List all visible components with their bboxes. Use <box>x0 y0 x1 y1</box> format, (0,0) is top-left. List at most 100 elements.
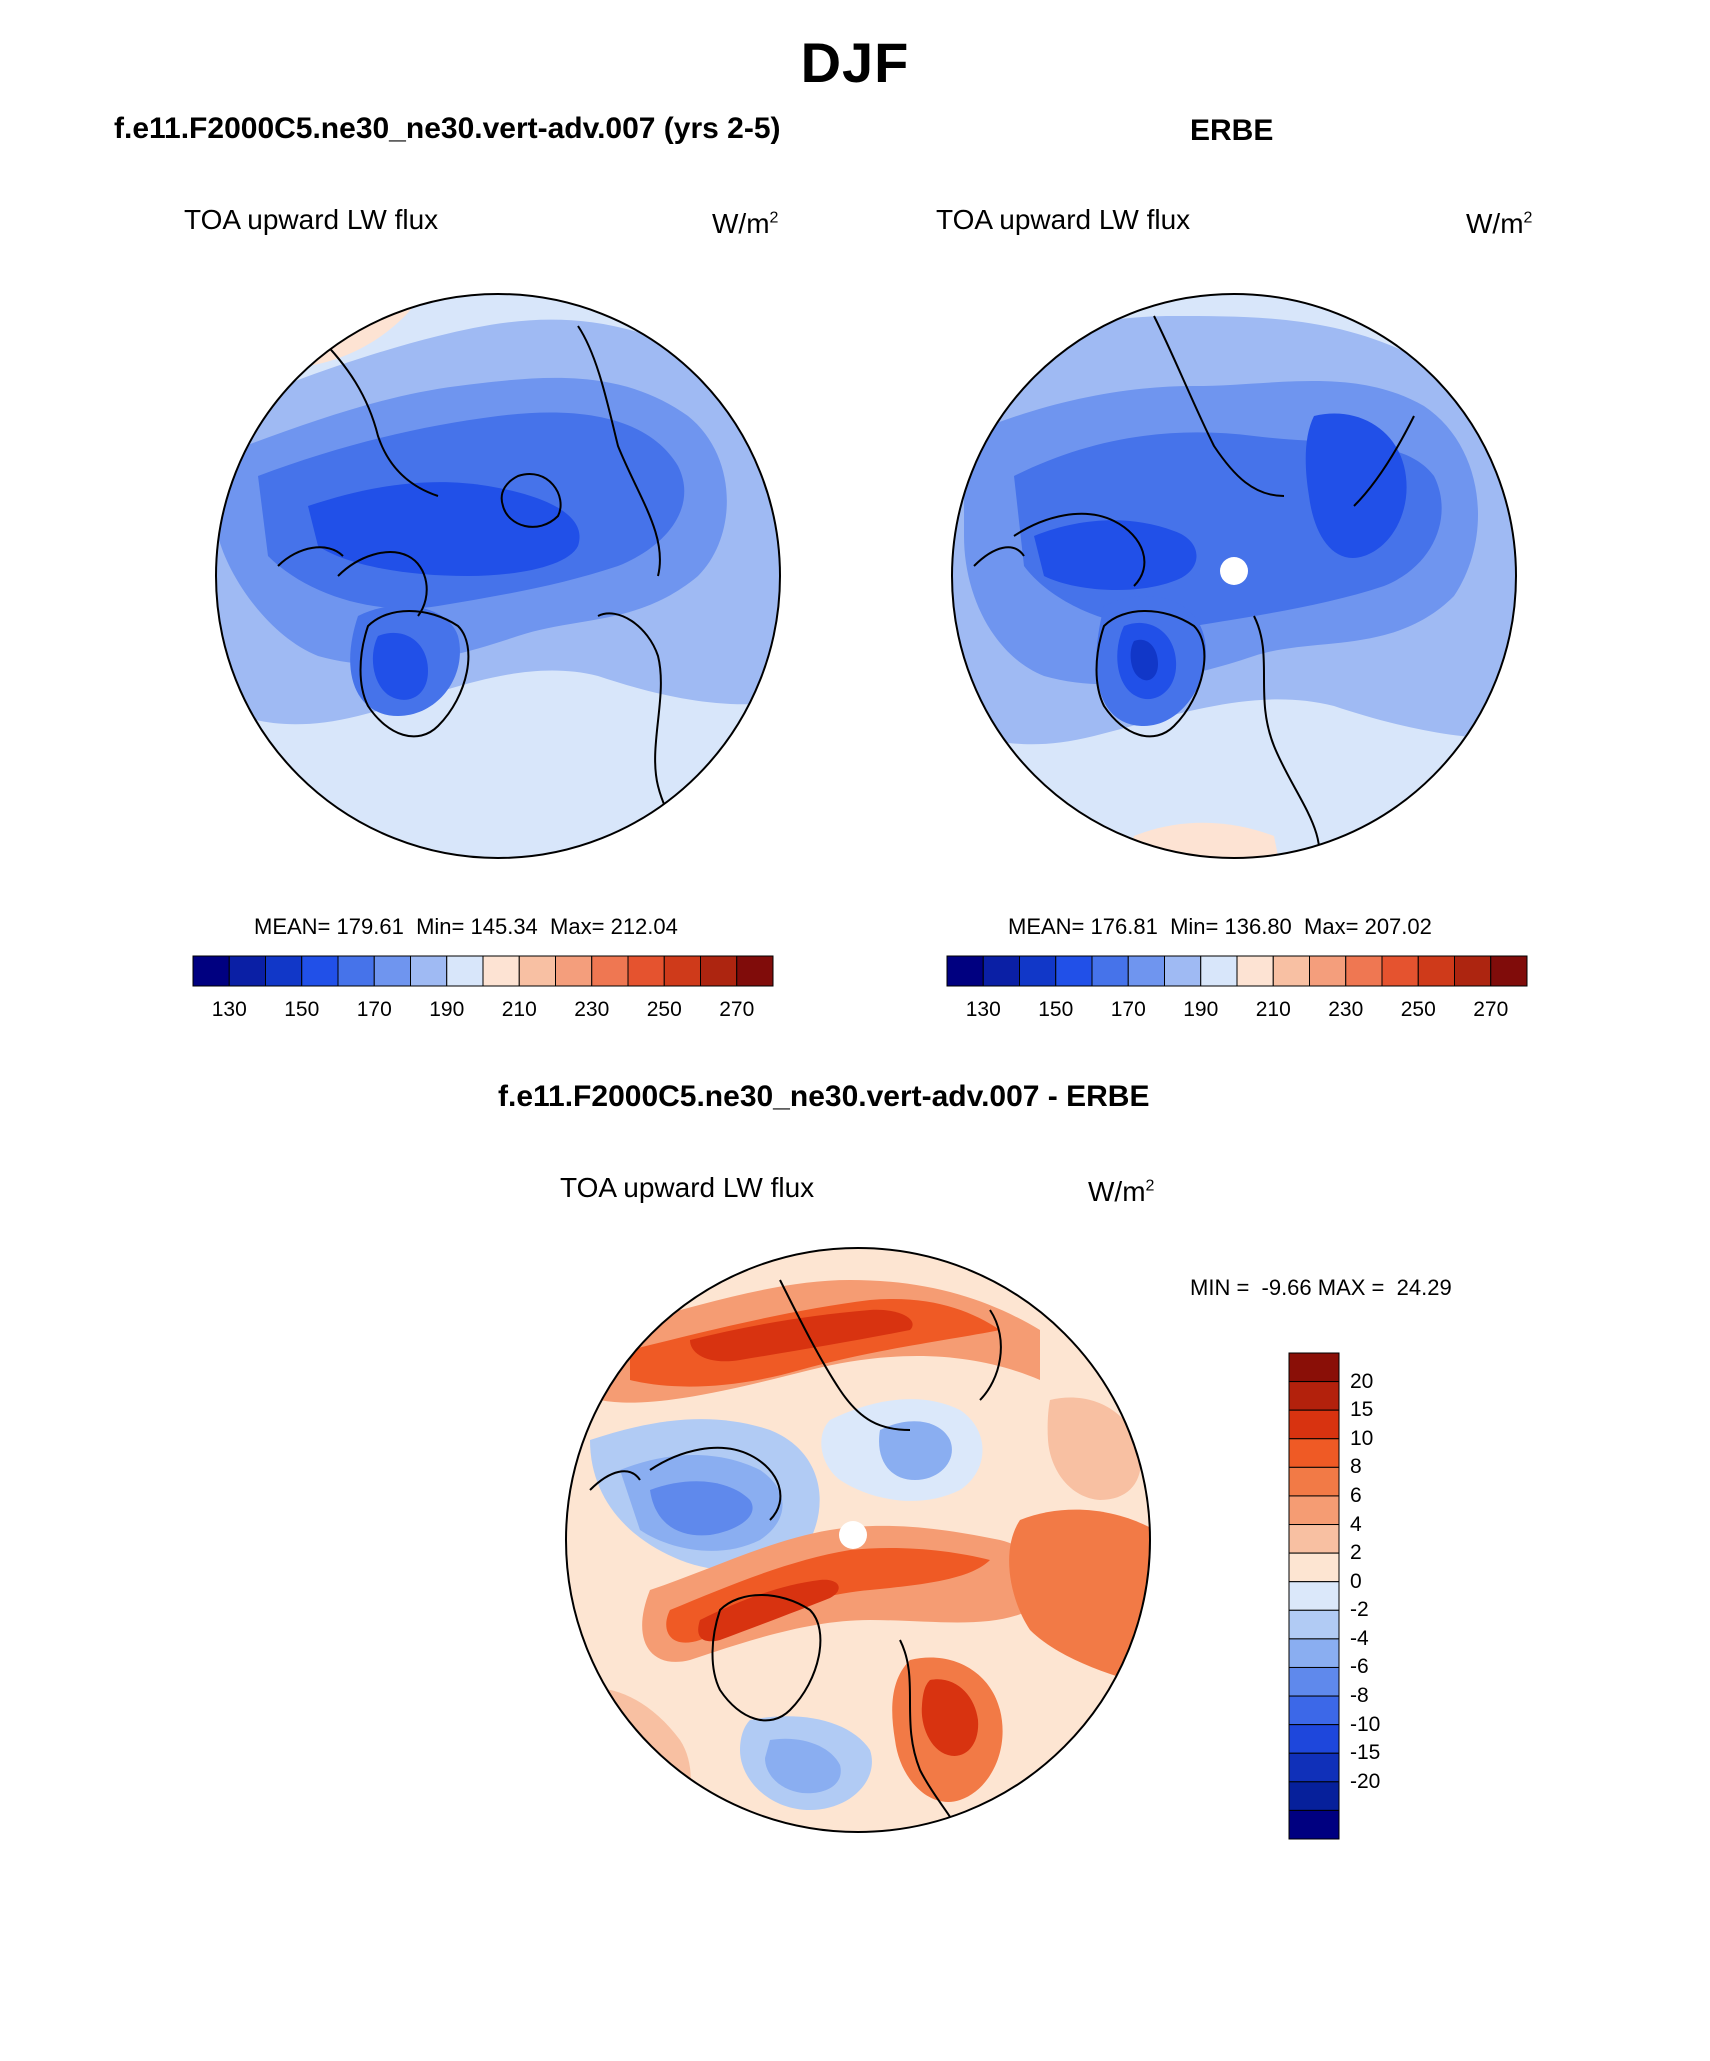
difference-colorbar-swatch <box>1288 1666 1340 1697</box>
difference-colorbar-tick-label: 6 <box>1350 1483 1362 1507</box>
panel-1-colorbar-swatch <box>663 955 701 987</box>
panel-2-colorbar <box>946 955 1528 987</box>
panel-2-case-title: ERBE <box>1190 114 1274 147</box>
panel-2-colorbar-swatch <box>1091 955 1129 987</box>
panel-1-colorbar-swatch <box>736 955 774 987</box>
difference-colorbar-swatch <box>1288 1609 1340 1640</box>
difference-colorbar-swatch <box>1288 1752 1340 1783</box>
panel-2-colorbar-tick-label: 150 <box>1038 998 1074 1021</box>
panel-1-colorbar-swatch <box>373 955 411 987</box>
panel-1-colorbar-tick-label: 250 <box>646 998 682 1021</box>
difference-minmax: MIN = -9.66 MAX = 24.29 <box>1190 1275 1452 1300</box>
panel-1-colorbar-swatch <box>518 955 556 987</box>
panel-1-colorbar-swatch <box>337 955 375 987</box>
difference-colorbar-tick-label: 2 <box>1350 1541 1362 1565</box>
panel-1-stats: MEAN= 179.61 Min= 145.34 Max= 212.04 <box>254 914 678 939</box>
panel-1-colorbar-swatch <box>301 955 339 987</box>
panel-1-colorbar-swatch <box>410 955 448 987</box>
panel-2-colorbar-tick-label: 170 <box>1110 998 1146 1021</box>
panel-1-map <box>215 293 781 859</box>
panel-2-stats: MEAN= 176.81 Min= 136.80 Max= 207.02 <box>1008 914 1432 939</box>
panel-1-colorbar-tick-label: 230 <box>574 998 610 1021</box>
panel-1-colorbar-swatch <box>265 955 303 987</box>
panel-2-units: W/m2 <box>1466 208 1533 239</box>
panel-2-colorbar-swatch <box>1272 955 1310 987</box>
panel-1-colorbar-tick-label: 150 <box>284 998 320 1021</box>
difference-colorbar-swatch <box>1288 1409 1340 1440</box>
panel-2-colorbar-swatch <box>1236 955 1274 987</box>
difference-colorbar-tick-label: 0 <box>1350 1569 1362 1593</box>
difference-colorbar-swatch <box>1288 1352 1340 1383</box>
difference-colorbar-tick-label: -4 <box>1350 1626 1369 1650</box>
difference-colorbar-tick-label: 8 <box>1350 1455 1362 1479</box>
panel-1-colorbar-tick-label: 190 <box>429 998 465 1021</box>
panel-1-colorbar-tick-label: 270 <box>719 998 755 1021</box>
panel-2-colorbar-swatch <box>1019 955 1057 987</box>
panel-2-colorbar-swatch <box>946 955 984 987</box>
difference-variable-label: TOA upward LW flux <box>560 1172 815 1203</box>
panel-2-colorbar-swatch <box>982 955 1020 987</box>
difference-colorbar-swatch <box>1288 1466 1340 1497</box>
difference-missing-pole <box>839 1521 867 1549</box>
difference-colorbar-tick-label: -2 <box>1350 1598 1369 1622</box>
difference-units: W/m2 <box>1088 1176 1155 1207</box>
panel-2-colorbar-swatch <box>1200 955 1238 987</box>
difference-colorbar-swatch <box>1288 1638 1340 1668</box>
difference-colorbar-swatch <box>1288 1495 1340 1526</box>
panel-1-variable-label: TOA upward LW flux <box>184 204 439 235</box>
difference-colorbar-tick-label: -20 <box>1350 1769 1381 1793</box>
difference-colorbar-tick-label: 4 <box>1350 1512 1362 1536</box>
difference-colorbar-tick-label: -6 <box>1350 1655 1369 1679</box>
page-title: DJF <box>800 31 910 94</box>
panel-2-colorbar-tick-label: 250 <box>1400 998 1436 1021</box>
panel-1-colorbar-swatch <box>482 955 520 987</box>
panel-1-colorbar-swatch <box>700 955 738 987</box>
difference-colorbar-tick-label: 15 <box>1350 1398 1374 1422</box>
panel-2-colorbar-swatch <box>1309 955 1347 987</box>
difference-colorbar-tick-label: -10 <box>1350 1712 1381 1736</box>
difference-colorbar-swatch <box>1288 1552 1340 1583</box>
panel-2-missing-pole <box>1220 557 1248 585</box>
panel-2-colorbar-swatch <box>1490 955 1528 987</box>
difference-colorbar-tick-label: -15 <box>1350 1741 1381 1765</box>
difference-colorbar-swatch <box>1288 1781 1340 1811</box>
panel-1-colorbar-swatch <box>591 955 629 987</box>
difference-colorbar-swatch <box>1288 1524 1340 1554</box>
panel-1-colorbar <box>192 955 774 987</box>
difference-colorbar-tick-label: 20 <box>1350 1369 1374 1393</box>
panel-2-map <box>951 293 1517 859</box>
difference-colorbar-ticks: 20 15 10 8 6 4 2 0 -2 -4 -6 -8 -10 -15 -20 <box>1350 1352 1420 1840</box>
panel-2-colorbar-tick-label: 230 <box>1328 998 1364 1021</box>
difference-map <box>565 1247 1151 1833</box>
panel-1-colorbar-swatch <box>555 955 593 987</box>
panel-1-colorbar-swatch <box>228 955 266 987</box>
panel-1-colorbar-ticks: 130 150 170 190 210 230 250 270 <box>192 998 774 1028</box>
panel-2-colorbar-swatch <box>1055 955 1093 987</box>
panel-2-colorbar-tick-label: 190 <box>1183 998 1219 1021</box>
panel-1-case-title: f.e11.F2000C5.ne30_ne30.vert-adv.007 (yr… <box>114 112 781 145</box>
panel-1-colorbar-tick-label: 130 <box>211 998 247 1021</box>
difference-colorbar-swatch <box>1288 1809 1340 1840</box>
panel-2-colorbar-tick-label: 210 <box>1255 998 1291 1021</box>
panel-2-colorbar-swatch <box>1454 955 1492 987</box>
panel-2-colorbar-swatch <box>1345 955 1383 987</box>
panel-2-colorbar-tick-label: 270 <box>1473 998 1509 1021</box>
panel-2-colorbar-swatch <box>1127 955 1165 987</box>
panel-2-colorbar-swatch <box>1381 955 1419 987</box>
panel-1-colorbar-tick-label: 170 <box>356 998 392 1021</box>
panel-2-colorbar-tick-label: 130 <box>965 998 1001 1021</box>
panel-2-colorbar-swatch <box>1417 955 1455 987</box>
difference-colorbar-tick-label: -8 <box>1350 1684 1369 1708</box>
panel-2-colorbar-ticks: 130 150 170 190 210 230 250 270 <box>946 998 1528 1028</box>
panel-1-colorbar-swatch <box>446 955 484 987</box>
difference-colorbar <box>1288 1352 1340 1840</box>
panel-2-colorbar-swatch <box>1164 955 1202 987</box>
difference-colorbar-tick-label: 10 <box>1350 1426 1374 1450</box>
difference-colorbar-swatch <box>1288 1438 1340 1468</box>
panel-1-colorbar-swatch <box>192 955 230 987</box>
difference-colorbar-swatch <box>1288 1381 1340 1411</box>
panel-1-colorbar-swatch <box>627 955 665 987</box>
difference-colorbar-swatch <box>1288 1724 1340 1754</box>
panel-1-units: W/m2 <box>712 208 779 239</box>
panel-2-variable-label: TOA upward LW flux <box>936 204 1191 235</box>
